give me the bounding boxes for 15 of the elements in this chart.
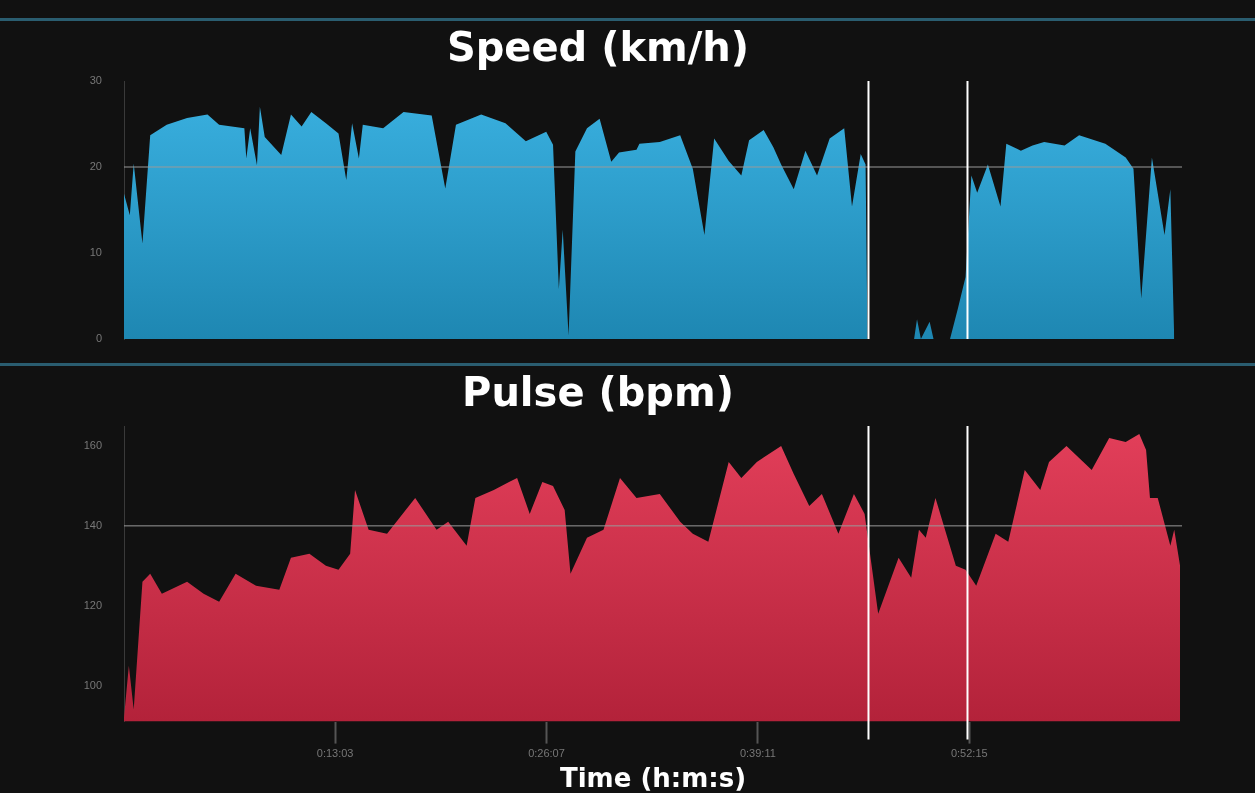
y-tick-label: 10	[89, 246, 102, 259]
chart-title: Speed (km/h)	[446, 24, 750, 71]
y-tick-label: 100	[83, 678, 102, 691]
x-tick-label: 0:26:07	[528, 747, 565, 760]
y-tick-label: 20	[89, 160, 102, 173]
y-tick-label: 140	[83, 518, 102, 531]
x-tick-label: 0:52:15	[950, 747, 988, 760]
x-tick-label: 0:13:03	[316, 747, 354, 760]
y-tick-label: 0	[95, 332, 102, 345]
chart-title: Pulse (bpm)	[462, 369, 734, 416]
x-axis-title: Time (h:m:s)	[559, 763, 747, 793]
x-tick-label: 0:39:11	[739, 747, 776, 760]
y-tick-label: 160	[83, 439, 102, 451]
y-tick-label: 120	[83, 598, 102, 611]
y-tick-label: 30	[89, 74, 102, 87]
